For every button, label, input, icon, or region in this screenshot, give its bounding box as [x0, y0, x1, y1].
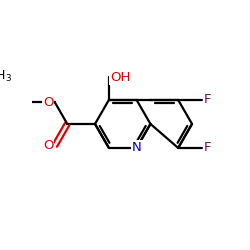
Text: F: F — [204, 94, 211, 106]
Text: N: N — [132, 142, 141, 154]
Text: OH: OH — [110, 71, 131, 84]
Text: CH$_3$: CH$_3$ — [0, 68, 12, 84]
Text: F: F — [204, 142, 211, 154]
Text: O: O — [43, 96, 53, 109]
Text: O: O — [43, 139, 53, 152]
